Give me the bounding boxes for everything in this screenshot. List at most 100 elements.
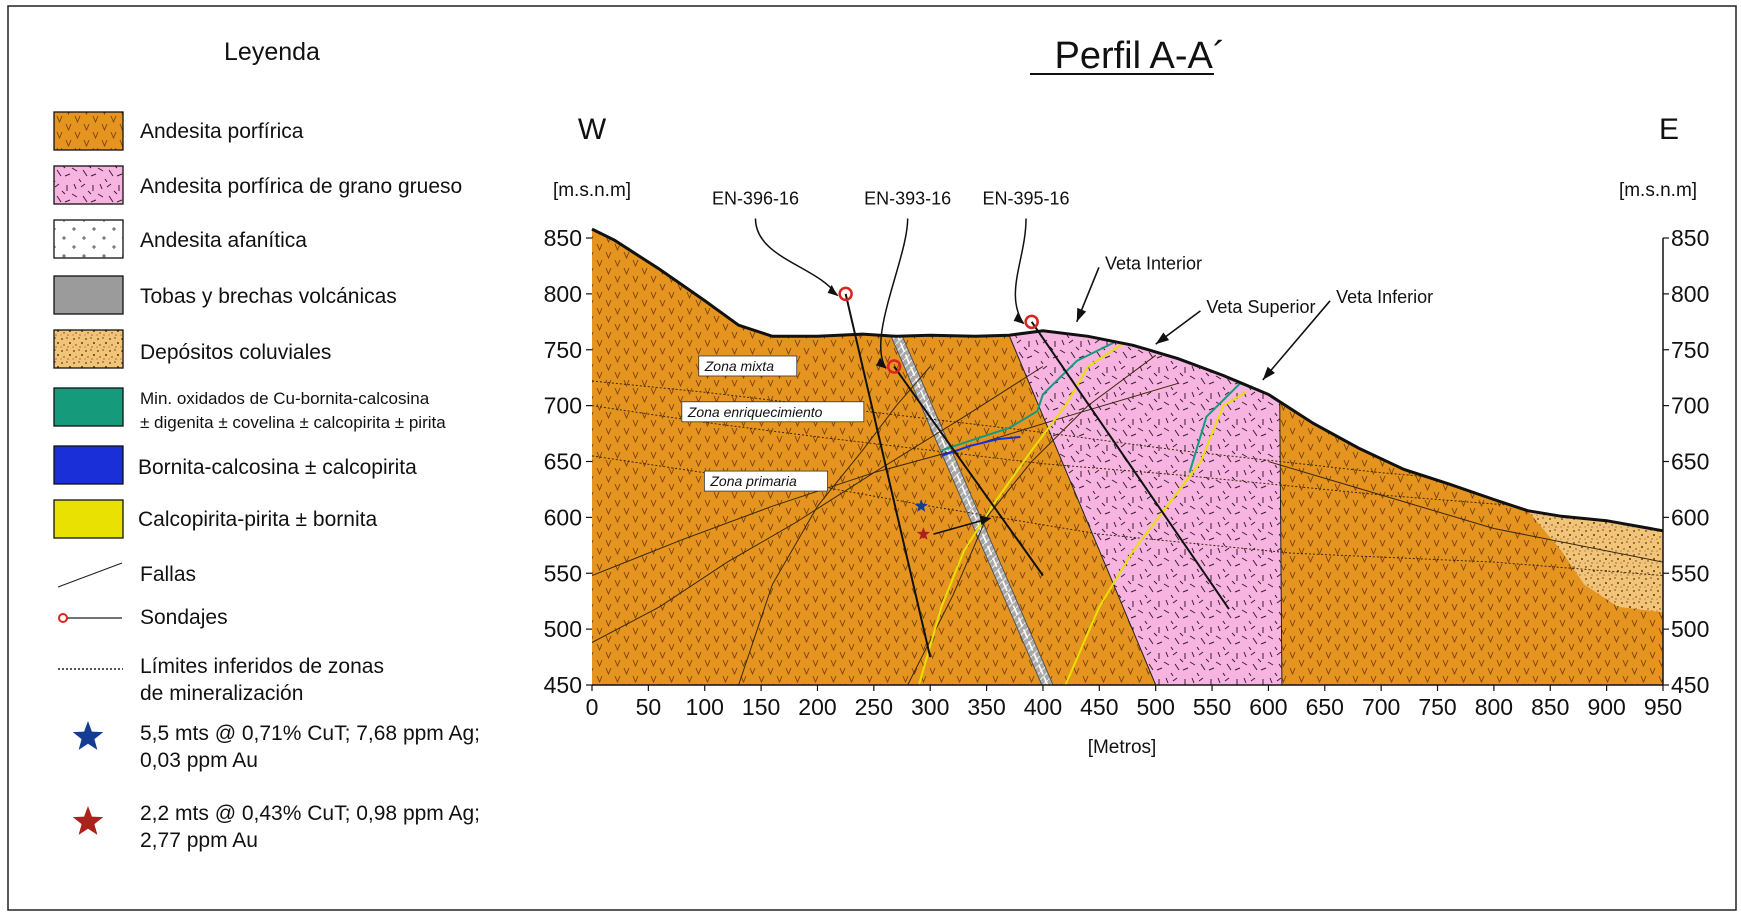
- legend-label-limites-1: Límites inferidos de zonas: [140, 655, 384, 678]
- legend-label-star-blue-1: 5,5 mts @ 0,71% CuT; 7,68 ppm Ag;: [140, 722, 480, 745]
- legend-label-min-oxidados-2: ± digenita ± covelina ± calcopirita ± pi…: [140, 413, 446, 432]
- legend-label-star-blue-2: 0,03 ppm Au: [140, 749, 258, 772]
- vein-leader: [1262, 300, 1331, 381]
- drillhole-leader-arrowhead: [876, 357, 887, 369]
- y-unit-left: [m.s.n.m]: [553, 180, 631, 201]
- fault-line: [907, 354, 1156, 685]
- sample-pointer-arrowhead: [979, 515, 992, 526]
- y-unit-right: [m.s.n.m]: [1619, 180, 1697, 201]
- x-tick-label: 950: [1644, 694, 1682, 720]
- x-tick-label: 800: [1475, 694, 1513, 720]
- x-tick-label: 450: [1080, 694, 1118, 720]
- vein-chalcopyrite: [917, 343, 1123, 685]
- x-tick-label: 250: [855, 694, 893, 720]
- x-tick-label: 350: [967, 694, 1005, 720]
- vein-label: Veta Inferior: [1262, 287, 1433, 381]
- legend-title: Leyenda: [224, 38, 320, 66]
- y-tick-label-left: 750: [544, 337, 582, 363]
- legend-star-red-icon: [72, 806, 104, 835]
- x-tick-label: 550: [1193, 694, 1231, 720]
- zone-label: Zona enriquecimiento: [681, 401, 865, 423]
- sample-pointer: [933, 519, 984, 535]
- vein-labels: Veta Interior Veta Superior Veta Inferior: [1076, 253, 1433, 381]
- fault-line: [1268, 461, 1663, 563]
- profile: Perfil A-A´ W E [m.s.n.m] [m.s.n.m] [Met…: [544, 35, 1710, 758]
- tuff-band-center: [894, 330, 1049, 685]
- drillhole-trace: [844, 293, 932, 658]
- legend-label-depositos-coluviales: Depósitos coluviales: [140, 341, 331, 364]
- y-tick-label-left: 600: [544, 504, 582, 530]
- x-tick-label: 700: [1362, 694, 1400, 720]
- legend-label-fallas: Fallas: [140, 563, 196, 586]
- colluvial-deposit: [1527, 510, 1663, 613]
- y-tick-label-left: 550: [544, 560, 582, 586]
- legend-label-andesita-porfirica: Andesita porfírica: [140, 120, 304, 143]
- y-tick-label-right: 450: [1671, 672, 1709, 698]
- vein-label: Veta Superior: [1155, 297, 1315, 345]
- vein-label-text: Veta Superior: [1206, 297, 1315, 317]
- drillholes: EN-396-16 EN-393-16 EN-395-16: [712, 188, 1230, 658]
- drillhole-leader-arrowhead: [1013, 312, 1024, 324]
- legend-label-min-oxidados-1: Min. oxidados de Cu-bornita-calcosina: [140, 389, 430, 408]
- legend-swatch-tobas-brechas: [53, 275, 124, 315]
- zone-label-box: [703, 470, 828, 492]
- legend-star-blue-icon: [72, 721, 104, 750]
- legend-swatch-andesita-grano-grueso: [53, 165, 124, 205]
- legend-symbol-fallas: [57, 562, 123, 588]
- sample-star-blue-icon: [914, 499, 928, 512]
- x-tick-label: 400: [1024, 694, 1062, 720]
- x-tick-label: 100: [686, 694, 724, 720]
- vein-oxides: [941, 337, 1123, 452]
- x-tick-label: 750: [1418, 694, 1456, 720]
- legend-swatch-depositos-coluviales: [53, 329, 124, 369]
- vein-leader-arrowhead: [1155, 332, 1170, 345]
- x-tick-label: 600: [1249, 694, 1287, 720]
- zone-label-text: Zona enriquecimiento: [687, 404, 823, 420]
- drillhole-collar: [838, 286, 853, 302]
- y-tick-label-right: 700: [1671, 393, 1709, 419]
- legend-label-star-red-1: 2,2 mts @ 0,43% CuT; 0,98 ppm Ag;: [140, 802, 480, 825]
- vein-bornite: [941, 435, 1021, 457]
- drillhole-label: EN-393-16: [864, 188, 951, 208]
- y-tick-label-left: 700: [544, 393, 582, 419]
- y-tick-label-right: 650: [1671, 449, 1709, 475]
- drillhole-trace: [893, 365, 1044, 577]
- zone-limit-line: [592, 405, 1663, 518]
- y-tick-label-left: 500: [544, 616, 582, 642]
- y-tick-label-left: 800: [544, 281, 582, 307]
- axes: 0 50 100 150 200 250 300 350 400 450 500 550 600 650 7…: [544, 225, 1710, 720]
- sample-markers: [914, 499, 992, 540]
- legend-swatch-min-oxidados: [53, 387, 124, 427]
- drillhole-label: EN-396-16: [712, 188, 799, 208]
- y-tick-label-right: 500: [1671, 616, 1709, 642]
- legend-label-andesita-grano-grueso: Andesita porfírica de grano grueso: [140, 175, 462, 198]
- drillhole-leader: [880, 218, 909, 369]
- fault-lines: [592, 354, 1663, 685]
- east-label: E: [1659, 113, 1679, 146]
- sample-star-red-icon: [916, 527, 931, 540]
- vein-label-text: Veta Interior: [1105, 253, 1202, 273]
- vein-label: Veta Interior: [1076, 253, 1202, 323]
- topography-line: [591, 227, 1664, 533]
- legend-label-star-red-2: 2,77 ppm Au: [140, 829, 258, 852]
- x-tick-label: 0: [586, 694, 599, 720]
- x-tick-label: 300: [911, 694, 949, 720]
- drillhole-collar: [886, 359, 902, 374]
- profile-title: Perfil A-A´: [1054, 35, 1225, 77]
- y-tick-label-right: 550: [1671, 560, 1709, 586]
- drillhole-leader-arrowhead: [827, 284, 838, 296]
- legend: Leyenda Andesita porfírica Andesita porf…: [53, 38, 480, 852]
- zone-labels: Zona mixta Zona enriquecimiento Zona prima…: [681, 355, 865, 492]
- west-label: W: [578, 113, 607, 146]
- drillhole-leader: [754, 218, 839, 297]
- vein-chalcopyrite-east: [1064, 391, 1247, 685]
- x-tick-label: 50: [636, 694, 662, 720]
- zone-label-box: [698, 355, 798, 377]
- legend-swatch-bornita-calcosina: [53, 445, 124, 485]
- legend-swatch-calcopirita-pirita: [53, 499, 124, 539]
- zone-limit-line: [592, 380, 1663, 498]
- drillhole-trace: [1030, 321, 1230, 610]
- drillhole-label: EN-395-16: [983, 188, 1070, 208]
